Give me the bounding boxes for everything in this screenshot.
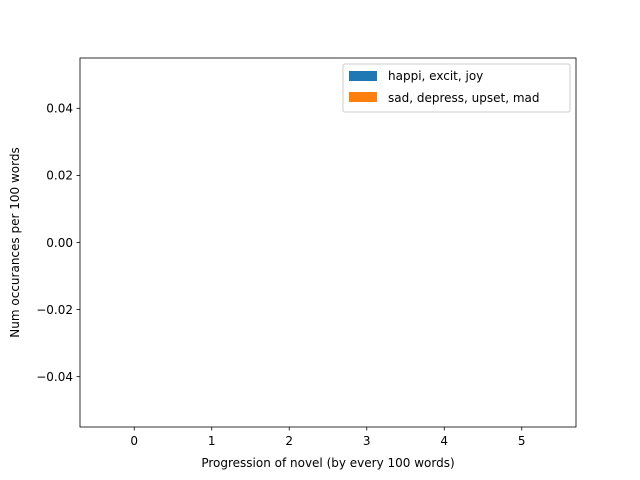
plot-area-frame (79, 57, 577, 428)
legend-box (342, 63, 571, 113)
x-tick-label: 1 (208, 434, 216, 448)
legend-label-sad: sad, depress, upset, mad (388, 91, 540, 105)
x-tick-label: 0 (130, 434, 138, 448)
legend: happi, excit, joy sad, depress, upset, m… (342, 63, 571, 113)
x-tick-label: 2 (285, 434, 293, 448)
x-axis-label: Progression of novel (by every 100 words… (201, 456, 454, 470)
y-tick-label: −0.02 (36, 303, 73, 317)
legend-swatch-sad (349, 92, 377, 102)
y-axis-ticks: 0.04 0.02 0.00 −0.02 −0.04 (36, 102, 80, 384)
legend-swatch-happi (349, 71, 377, 81)
x-tick-label: 3 (363, 434, 371, 448)
x-tick-label: 4 (440, 434, 448, 448)
y-tick-label: 0.02 (46, 169, 73, 183)
x-axis-ticks: 0 1 2 3 4 5 (130, 427, 526, 448)
legend-label-happi: happi, excit, joy (388, 69, 483, 83)
y-tick-label: 0.04 (46, 102, 73, 116)
y-tick-label: −0.04 (36, 370, 73, 384)
y-axis-label: Num occurances per 100 words (8, 147, 22, 337)
x-tick-label: 5 (518, 434, 526, 448)
y-tick-label: 0.00 (46, 236, 73, 250)
